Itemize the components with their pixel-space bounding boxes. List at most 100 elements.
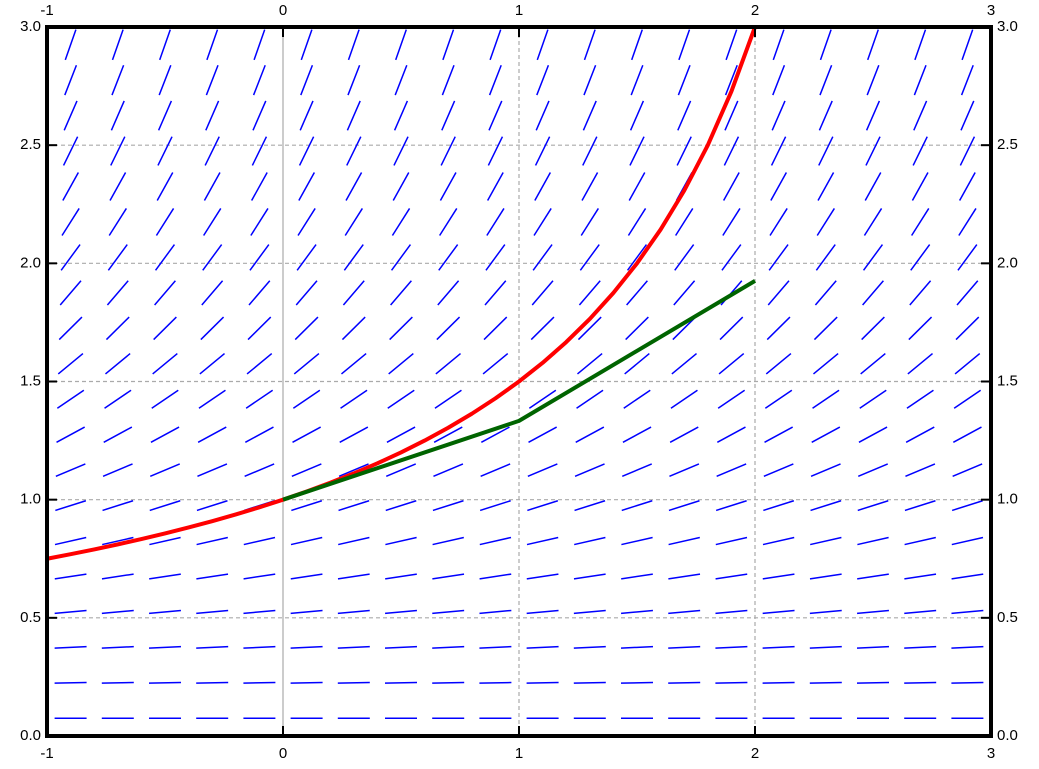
slope-segment bbox=[438, 281, 459, 305]
slope-segment bbox=[433, 537, 464, 544]
slope-segment bbox=[64, 101, 77, 130]
slope-segment bbox=[765, 427, 793, 442]
slope-segment bbox=[61, 245, 80, 271]
slope-segment bbox=[254, 65, 266, 95]
slope-segment bbox=[207, 30, 218, 60]
slope-segment bbox=[584, 65, 596, 95]
slope-segment bbox=[955, 354, 980, 374]
slope-segment bbox=[910, 281, 931, 305]
slope-segment bbox=[820, 65, 832, 95]
slope-segment bbox=[962, 30, 973, 60]
slope-segment bbox=[670, 427, 698, 442]
slope-segment bbox=[669, 464, 698, 476]
slope-segment bbox=[677, 137, 691, 166]
slope-segment bbox=[915, 30, 926, 60]
slope-segment bbox=[960, 137, 974, 166]
slope-segment bbox=[668, 610, 700, 613]
slope-segment bbox=[390, 317, 413, 340]
slope-segment bbox=[674, 281, 695, 305]
slope-segment bbox=[536, 101, 549, 130]
slope-segment bbox=[669, 501, 700, 511]
slope-segment bbox=[196, 574, 228, 579]
slope-segment bbox=[819, 137, 833, 166]
slope-segment bbox=[716, 574, 748, 579]
slope-segment bbox=[105, 354, 130, 374]
slope-segment bbox=[905, 464, 934, 476]
slope-segment bbox=[679, 30, 690, 60]
slope-segment bbox=[912, 173, 928, 201]
slope-segment bbox=[621, 574, 653, 579]
slope-segment bbox=[678, 65, 690, 95]
slope-segment bbox=[527, 501, 558, 511]
slope-segment bbox=[201, 317, 224, 340]
slope-segment bbox=[295, 317, 318, 340]
slope-segment bbox=[577, 390, 603, 408]
slope-segment bbox=[346, 173, 362, 201]
slope-segment bbox=[672, 354, 697, 374]
slope-segment bbox=[951, 683, 983, 684]
slope-segment bbox=[149, 610, 181, 613]
slope-segment bbox=[389, 354, 414, 374]
slope-segment bbox=[908, 354, 933, 374]
x-tick-label-top: 1 bbox=[515, 2, 523, 19]
slope-segment bbox=[385, 574, 417, 579]
slope-segment bbox=[626, 317, 649, 340]
slope-segment bbox=[579, 281, 600, 305]
slope-segment bbox=[527, 610, 559, 613]
slope-segment bbox=[340, 427, 368, 442]
y-tick-label-right: 1.5 bbox=[997, 372, 1018, 389]
slope-segment bbox=[442, 65, 454, 95]
slope-segment bbox=[668, 574, 700, 579]
slope-segment bbox=[630, 137, 644, 166]
slope-segment bbox=[821, 30, 832, 60]
slope-segment bbox=[857, 574, 889, 579]
slope-segment bbox=[291, 610, 323, 613]
slope-segment bbox=[338, 683, 370, 684]
slope-segment bbox=[766, 354, 791, 374]
slope-segment bbox=[293, 390, 319, 408]
x-tick-label: 1 bbox=[515, 745, 523, 762]
slope-segment bbox=[109, 208, 126, 235]
slope-segment bbox=[904, 610, 936, 613]
slope-segment bbox=[907, 390, 933, 408]
slope-segment bbox=[252, 137, 266, 166]
slope-segment bbox=[622, 464, 651, 476]
slope-segment bbox=[204, 173, 220, 201]
slope-segment bbox=[904, 574, 936, 579]
slope-segment bbox=[386, 501, 417, 511]
slope-segment bbox=[479, 683, 511, 684]
slope-segment bbox=[55, 683, 87, 684]
slope-segment bbox=[338, 537, 369, 544]
slope-segment bbox=[485, 281, 506, 305]
slope-segment bbox=[65, 30, 76, 60]
y-tick-label-right: 2.5 bbox=[997, 136, 1018, 153]
slope-segment bbox=[952, 537, 983, 544]
slope-segment bbox=[861, 354, 886, 374]
slope-segment bbox=[153, 354, 178, 374]
slope-segment bbox=[291, 647, 323, 648]
slope-segment bbox=[341, 354, 366, 374]
slope-segment bbox=[904, 683, 936, 684]
slope-segment bbox=[391, 281, 412, 305]
slope-segment bbox=[205, 137, 219, 166]
slope-segment bbox=[102, 647, 134, 648]
slope-segment bbox=[810, 574, 842, 579]
slope-segment bbox=[243, 610, 275, 613]
slope-segment bbox=[527, 574, 559, 579]
slope-segment bbox=[436, 354, 461, 374]
slope-segment bbox=[811, 501, 842, 511]
slope-segment bbox=[863, 281, 884, 305]
y-tick-label: 1.5 bbox=[20, 372, 41, 389]
slope-segment bbox=[432, 683, 464, 684]
slope-segment bbox=[624, 390, 650, 408]
slope-segment bbox=[959, 208, 976, 235]
slope-segment bbox=[815, 281, 836, 305]
slope-segment bbox=[300, 101, 313, 130]
slope-segment bbox=[490, 65, 502, 95]
curve bbox=[283, 281, 755, 500]
slope-segment bbox=[717, 427, 745, 442]
slope-segment bbox=[298, 208, 315, 235]
slope-segment bbox=[394, 137, 408, 166]
slope-segment bbox=[393, 173, 409, 201]
slope-segment bbox=[723, 208, 740, 235]
